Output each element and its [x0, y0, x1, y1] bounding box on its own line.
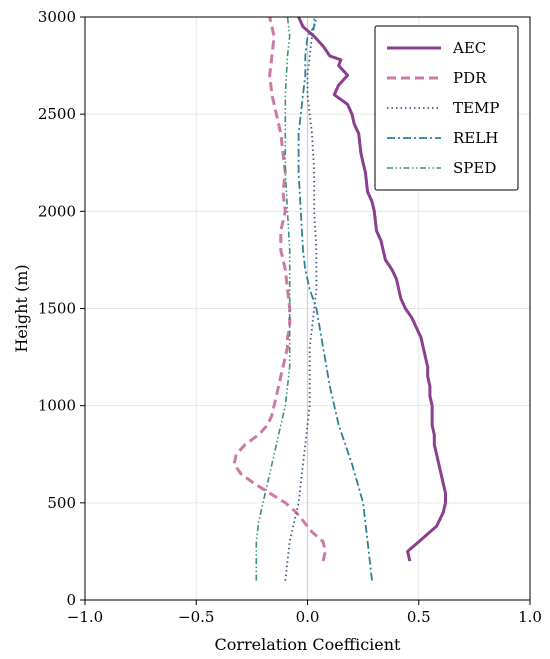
x-tick-label: 0.5 [407, 608, 431, 626]
ticks: −1.0 −0.5 0.0 0.5 1.0 0 500 1000 1500 2000 2500 300… [38, 8, 542, 626]
legend-box [374, 25, 519, 191]
y-tick-label: 1500 [38, 300, 76, 318]
legend-label-sped: SPED [453, 159, 496, 177]
y-tick-label: 3000 [38, 8, 76, 26]
x-tick-label: 1.0 [518, 608, 542, 626]
x-tick-label: −1.0 [67, 608, 103, 626]
legend-label-temp: TEMP [453, 99, 499, 117]
y-tick-label: 1000 [38, 397, 76, 415]
series-line-temp [284, 16, 318, 581]
y-axis-label: Height (m) [12, 264, 31, 352]
legend-label-aec: AEC [452, 39, 486, 57]
series-layer [232, 16, 447, 581]
series-line-pdr [232, 16, 327, 562]
x-tick-label: −0.5 [178, 608, 214, 626]
legend-label-pdr: PDR [453, 69, 487, 87]
y-tick-label: 2500 [38, 105, 76, 123]
x-axis-label: Correlation Coefficient [215, 635, 402, 654]
y-tick-label: 500 [47, 494, 76, 512]
y-tick-label: 0 [66, 591, 76, 609]
x-tick-label: 0.0 [296, 608, 320, 626]
series-line-aec [297, 16, 447, 562]
series-line-relh [297, 17, 373, 581]
series-line-sped [255, 16, 291, 581]
y-tick-label: 2000 [38, 202, 76, 220]
legend-label-relh: RELH [453, 129, 498, 147]
legend: AEC PDR TEMP RELH SPED [374, 25, 519, 191]
